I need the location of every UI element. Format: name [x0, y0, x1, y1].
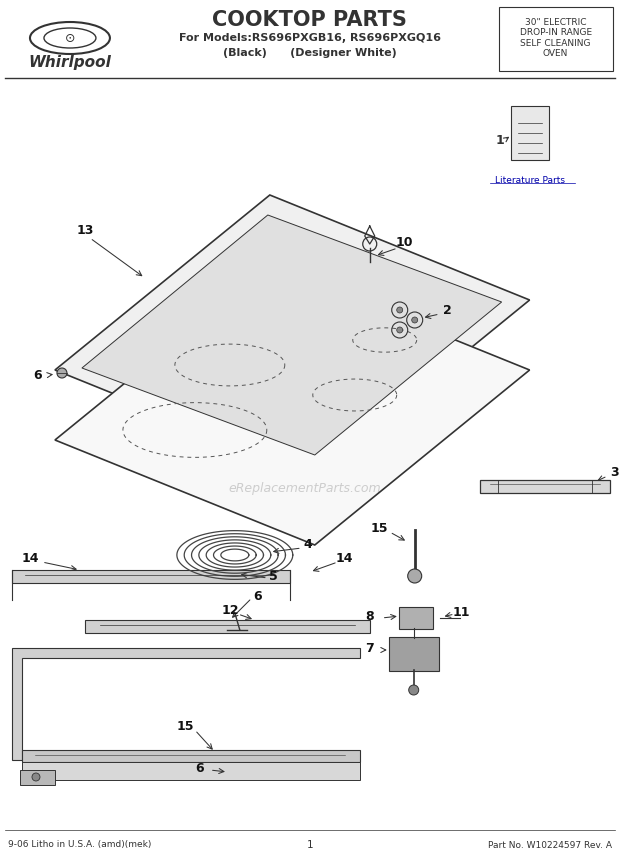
- Text: ⊙: ⊙: [64, 32, 75, 45]
- Text: 11: 11: [453, 605, 471, 619]
- Circle shape: [397, 327, 403, 333]
- Text: 9-06 Litho in U.S.A. (amd)(mek): 9-06 Litho in U.S.A. (amd)(mek): [8, 841, 151, 849]
- Text: 7: 7: [365, 641, 374, 655]
- Text: 10: 10: [396, 235, 414, 248]
- Text: 6: 6: [254, 590, 262, 603]
- Text: 3: 3: [610, 466, 619, 479]
- Polygon shape: [85, 620, 370, 633]
- FancyBboxPatch shape: [498, 7, 613, 71]
- Circle shape: [397, 307, 403, 313]
- Text: 14: 14: [21, 551, 38, 564]
- Text: 1: 1: [495, 134, 504, 146]
- Text: COOKTOP PARTS: COOKTOP PARTS: [212, 10, 407, 30]
- Polygon shape: [22, 750, 360, 762]
- Polygon shape: [12, 648, 360, 760]
- Circle shape: [32, 773, 40, 781]
- FancyBboxPatch shape: [399, 607, 433, 629]
- Text: Whirlpool: Whirlpool: [29, 55, 112, 69]
- Polygon shape: [82, 215, 502, 455]
- Text: Literature Parts: Literature Parts: [495, 175, 565, 185]
- Circle shape: [57, 368, 67, 378]
- Polygon shape: [12, 570, 290, 583]
- FancyBboxPatch shape: [511, 106, 549, 160]
- Text: eReplacementParts.com: eReplacementParts.com: [229, 482, 381, 495]
- Polygon shape: [20, 770, 55, 785]
- Text: 6: 6: [33, 368, 42, 382]
- Text: (Black)      (Designer White): (Black) (Designer White): [223, 48, 397, 58]
- Text: Part No. W10224597 Rev. A: Part No. W10224597 Rev. A: [487, 841, 611, 849]
- Text: 15: 15: [176, 720, 193, 733]
- Circle shape: [412, 317, 418, 323]
- Text: 30" ELECTRIC
DROP-IN RANGE
SELF CLEANING
OVEN: 30" ELECTRIC DROP-IN RANGE SELF CLEANING…: [520, 18, 591, 58]
- Polygon shape: [55, 195, 529, 475]
- Text: For Models:RS696PXGB16, RS696PXGQ16: For Models:RS696PXGB16, RS696PXGQ16: [179, 33, 441, 43]
- Polygon shape: [480, 480, 609, 493]
- Polygon shape: [55, 265, 529, 545]
- Text: 6: 6: [195, 762, 204, 775]
- Text: 5: 5: [270, 569, 278, 582]
- Text: 15: 15: [371, 521, 389, 534]
- FancyBboxPatch shape: [389, 637, 439, 671]
- Text: 2: 2: [443, 304, 452, 317]
- Polygon shape: [22, 762, 360, 780]
- Text: 12: 12: [221, 603, 239, 616]
- Text: 13: 13: [76, 223, 94, 236]
- Text: 14: 14: [336, 551, 353, 564]
- Text: 1: 1: [306, 840, 313, 850]
- Circle shape: [408, 569, 422, 583]
- Text: 8: 8: [365, 609, 374, 622]
- Circle shape: [409, 685, 419, 695]
- Text: 4: 4: [303, 538, 312, 550]
